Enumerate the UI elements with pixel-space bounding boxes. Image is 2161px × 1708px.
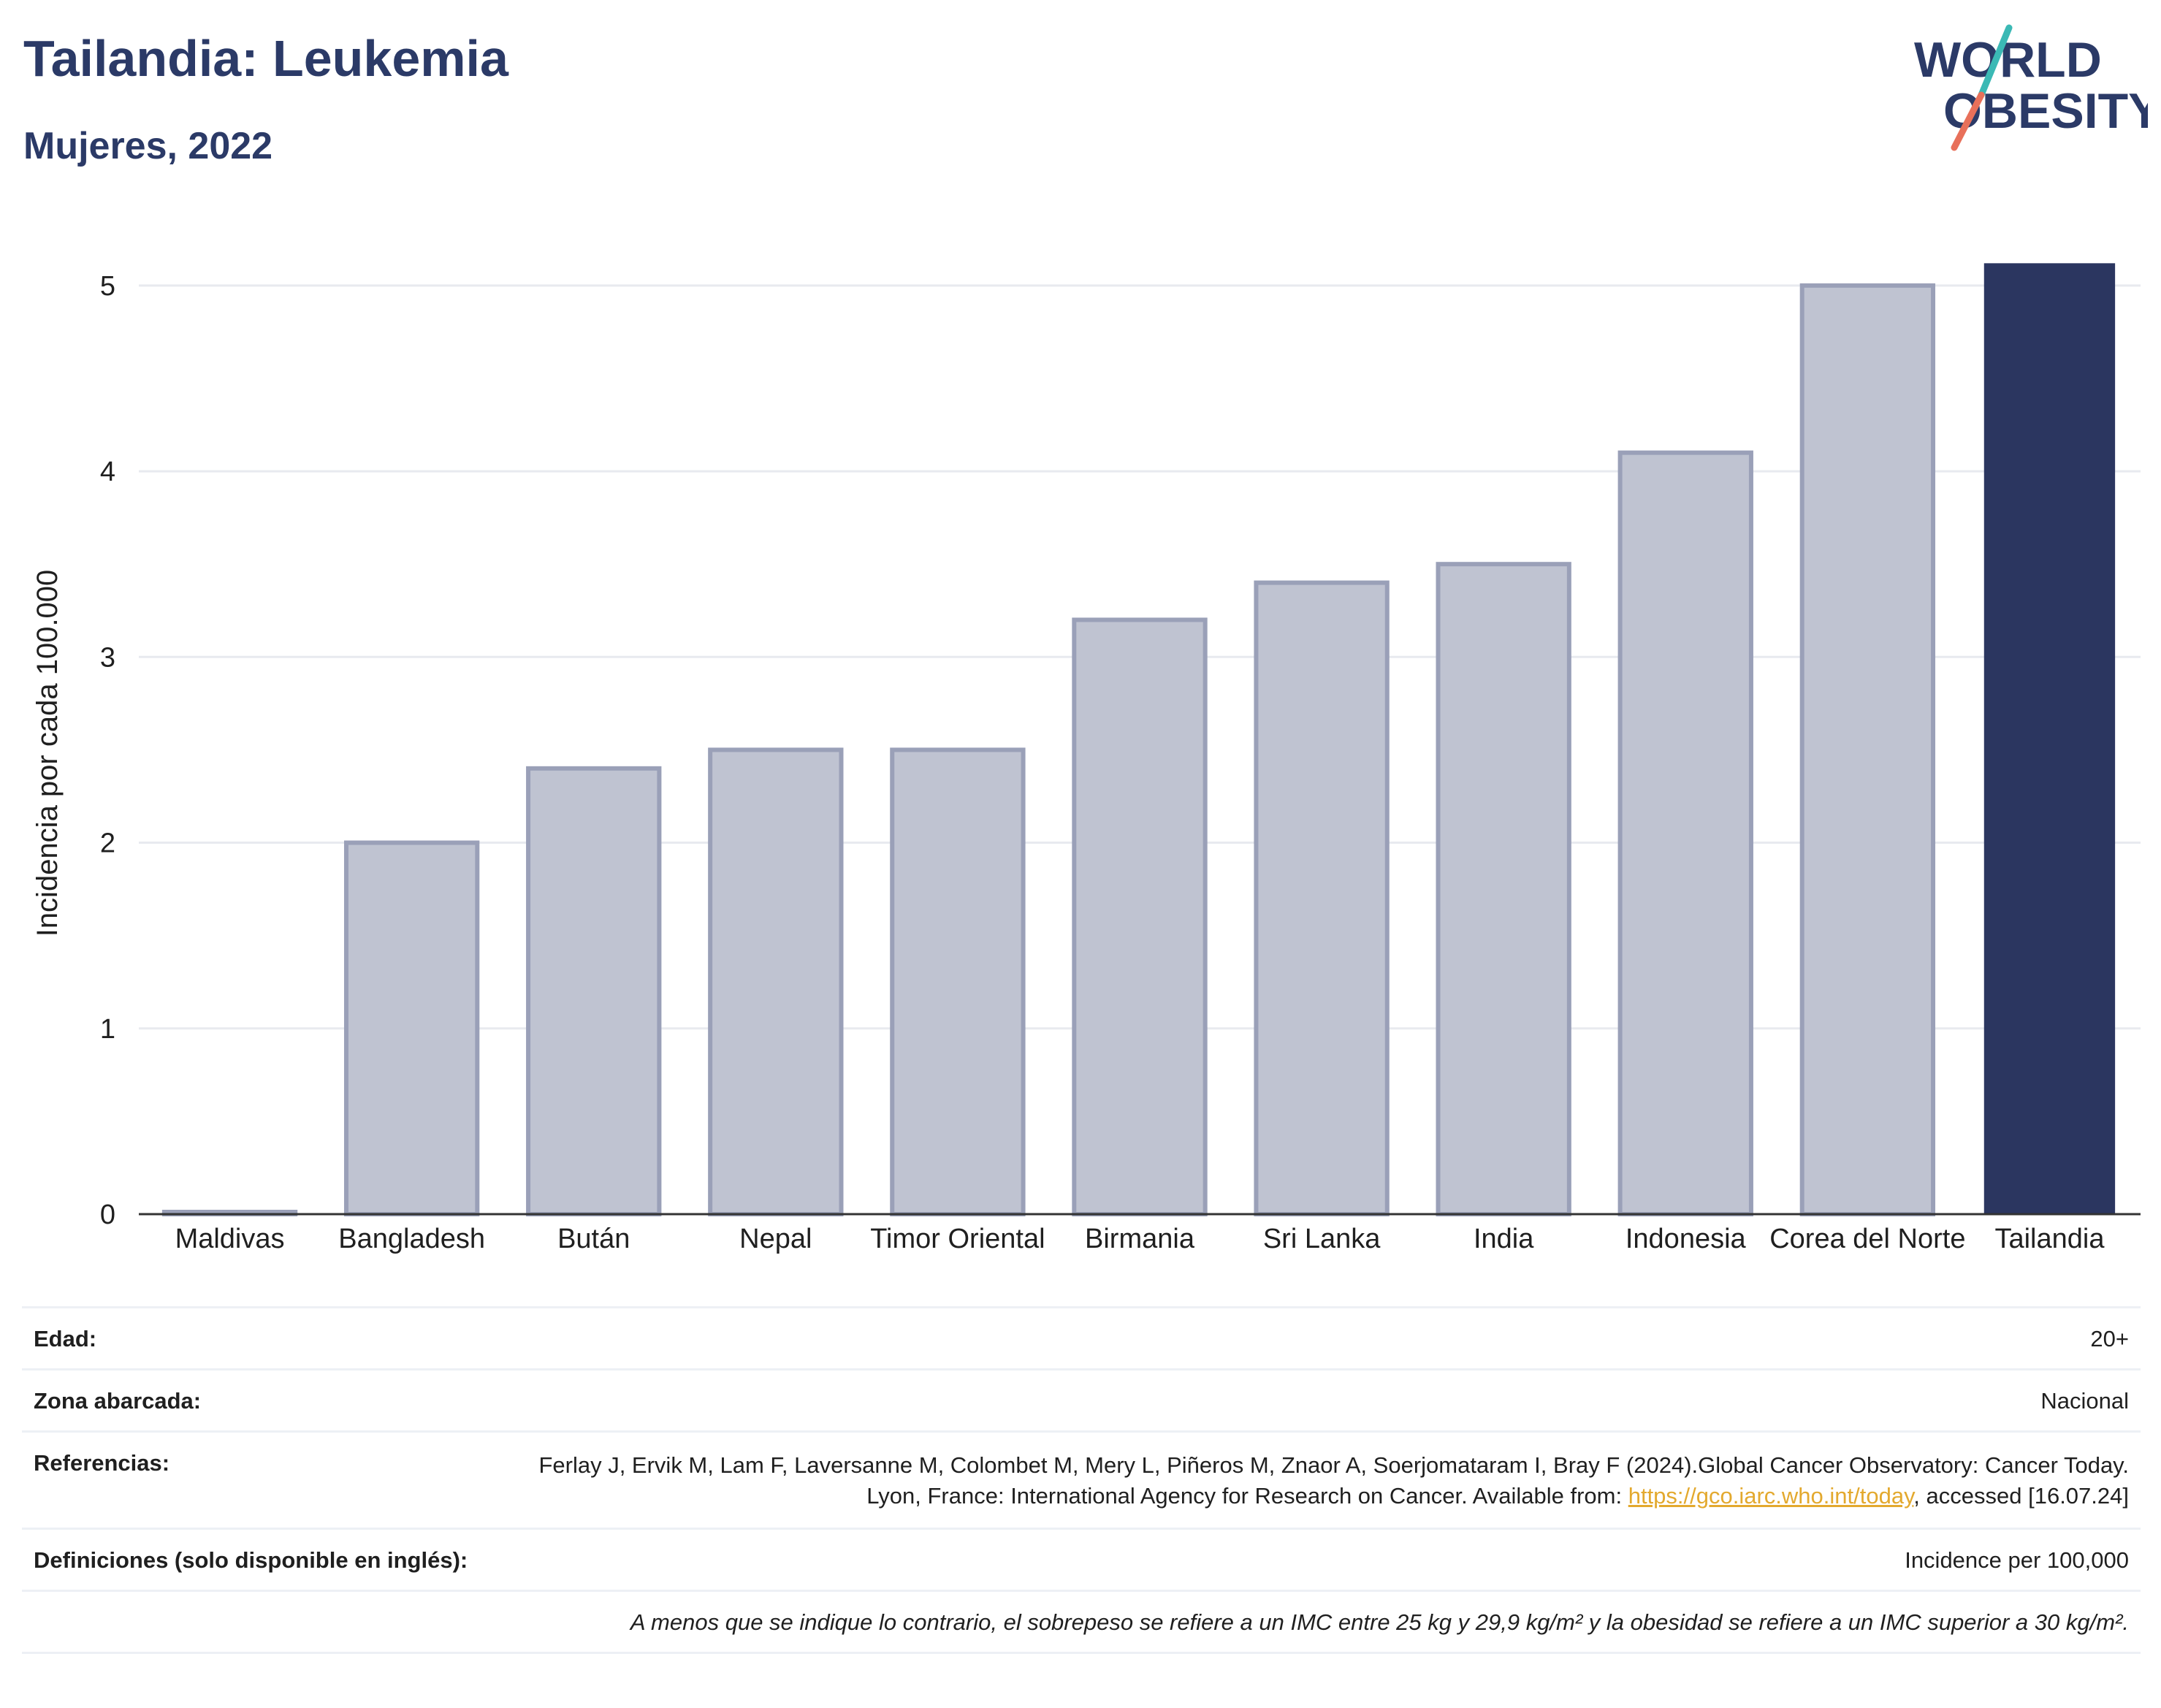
- y-tick-label: 3: [100, 642, 115, 673]
- x-tick-label: Birmania: [1085, 1224, 1195, 1254]
- bar-indonesia: [1617, 450, 1753, 1217]
- references-text-end: , accessed [16.07.24]: [1913, 1483, 2129, 1509]
- info-row-note: A menos que se indique lo contrario, el …: [22, 1590, 2141, 1654]
- page-title: Tailandia: Leukemia: [23, 30, 508, 87]
- bar-birmania: [1072, 617, 1208, 1216]
- y-tick-label: 1: [100, 1014, 115, 1045]
- y-tick-label: 0: [100, 1200, 115, 1230]
- area-value: Nacional: [2040, 1388, 2129, 1414]
- x-tick-label: Nepal: [739, 1224, 812, 1254]
- x-tick-label: Corea del Norte: [1769, 1224, 1965, 1254]
- references-text: Ferlay J, Ervik M, Lam F, Laversanne M, …: [538, 1452, 2129, 1509]
- bar-chart: 0 1 2 3 4 5 Incidencia por cada 100.000 Maldiva…: [31, 263, 2141, 1254]
- x-tick-label: Tailandia: [1994, 1224, 2105, 1254]
- logo-line-2: OBESITY: [1943, 83, 2148, 139]
- x-tick-label: India: [1474, 1224, 1534, 1254]
- info-row-references: Referencias: Ferlay J, Ervik M, Lam F, L…: [22, 1430, 2141, 1528]
- world-obesity-logo: WORLD OBESITY: [1914, 24, 2148, 151]
- references-label: Referencias:: [34, 1450, 170, 1476]
- bar-sri-lanka: [1254, 580, 1390, 1216]
- info-row-area: Zona abarcada: Nacional: [22, 1368, 2141, 1430]
- y-tick-label: 2: [100, 828, 115, 859]
- bar-india: [1436, 562, 1571, 1216]
- references-value: Ferlay J, Ervik M, Lam F, Laversanne M, …: [522, 1450, 2129, 1511]
- x-tick-label: Bangladesh: [338, 1224, 485, 1254]
- footnote: A menos que se indique lo contrario, el …: [630, 1609, 2129, 1635]
- info-table: Edad: 20+ Zona abarcada: Nacional Refere…: [22, 1306, 2141, 1654]
- y-axis-title: Incidencia por cada 100.000: [31, 570, 64, 937]
- bar-timor-oriental: [890, 747, 1026, 1216]
- logo-line-1: WORLD: [1914, 32, 2102, 88]
- page-subtitle: Mujeres, 2022: [23, 125, 273, 167]
- age-label: Edad:: [34, 1326, 97, 1351]
- x-tick-label: Maldivas: [175, 1224, 285, 1254]
- info-row-age: Edad: 20+: [22, 1306, 2141, 1368]
- bar-nepal: [708, 747, 844, 1216]
- y-tick-label: 5: [100, 271, 115, 302]
- logo-slash-teal: [1978, 24, 2013, 99]
- definitions-label: Definiciones (solo disponible en inglés)…: [34, 1547, 468, 1573]
- bar-bangladesh: [343, 840, 480, 1216]
- info-row-definitions: Definiciones (solo disponible en inglés)…: [22, 1528, 2141, 1590]
- age-value: 20+: [2090, 1326, 2129, 1351]
- bar-corea-del-norte: [1799, 283, 1936, 1216]
- bar-tailandia: [1983, 263, 2116, 1214]
- logo-slash-coral: [1951, 91, 1985, 151]
- x-tick-label: Bután: [557, 1224, 630, 1254]
- definitions-value: Incidence per 100,000: [1905, 1547, 2129, 1573]
- x-tick-label: Timor Oriental: [870, 1224, 1045, 1254]
- x-tick-label: Sri Lanka: [1263, 1224, 1381, 1254]
- area-label: Zona abarcada:: [34, 1388, 202, 1414]
- references-link[interactable]: https://gco.iarc.who.int/today: [1628, 1483, 1914, 1509]
- y-tick-label: 4: [100, 457, 115, 487]
- x-tick-label: Indonesia: [1625, 1224, 1747, 1254]
- bar-bután: [526, 766, 662, 1217]
